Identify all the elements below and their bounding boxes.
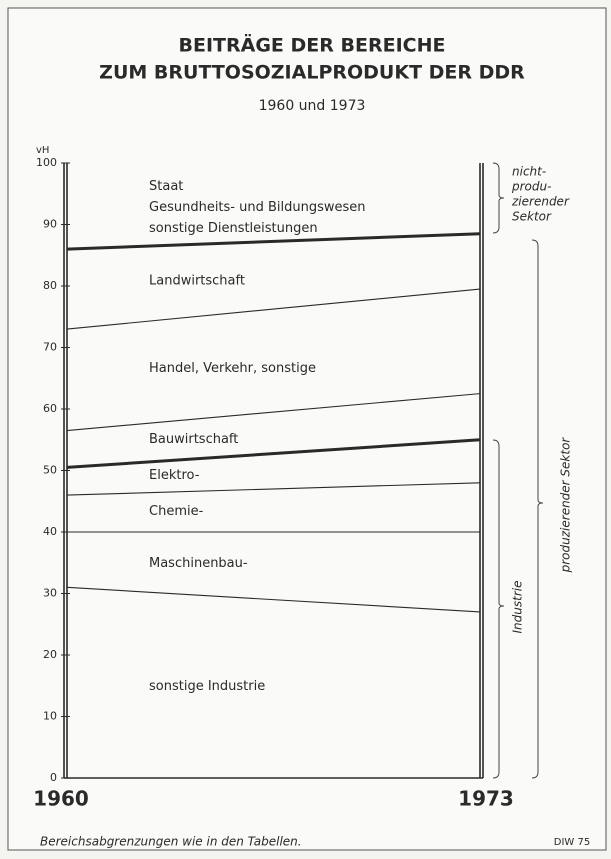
y-tick-label: 70 [43, 341, 57, 354]
segment-label: Staat [149, 179, 183, 194]
segment-label: sonstige Industrie [149, 679, 265, 694]
bracket-label: Industrie [511, 581, 525, 634]
y-tick-label: 90 [43, 218, 57, 231]
segment-line [66, 482, 481, 496]
x-tick-label: 1973 [458, 787, 514, 811]
chart-title: BEITRÄGE DER BEREICHE [179, 33, 446, 57]
segment-label: Bauwirtschaft [149, 432, 238, 447]
source: DIW 75 [554, 837, 590, 848]
segment-line [66, 438, 481, 469]
bracket-label: zierender [511, 195, 570, 209]
chart-title: ZUM BRUTTOSOZIALPRODUKT DER DDR [99, 62, 525, 84]
y-unit: vH [36, 145, 49, 156]
segment-label: sonstige Dienstleistungen [149, 221, 318, 236]
segment-label: Gesundheits- und Bildungswesen [149, 200, 366, 215]
segment-line [66, 586, 481, 613]
bracket-label: nicht- [512, 165, 546, 179]
segment-label: Maschinenbau- [149, 556, 248, 571]
x-tick-label: 1960 [33, 787, 89, 811]
y-tick-label: 100 [36, 156, 57, 169]
footnote: Bereichsabgrenzungen wie in den Tabellen… [40, 835, 302, 849]
segment-line [66, 393, 481, 432]
y-tick-label: 30 [43, 587, 57, 600]
y-tick-label: 0 [50, 771, 57, 784]
y-tick-label: 20 [43, 648, 57, 661]
bracket-label: produ- [511, 180, 551, 194]
bracket-label: Sektor [512, 210, 552, 224]
frame [7, 7, 607, 851]
segment-label: Landwirtschaft [149, 273, 245, 288]
y-tick-label: 60 [43, 402, 57, 415]
y-tick-label: 10 [43, 710, 57, 723]
segment-line [66, 288, 481, 330]
bracket [531, 239, 544, 779]
bracket [492, 162, 505, 234]
segment-label: Elektro- [149, 468, 200, 483]
segment-label: Chemie- [149, 504, 204, 519]
segment-label: Handel, Verkehr, sonstige [149, 361, 316, 376]
bracket [492, 439, 505, 779]
subtitle: 1960 und 1973 [259, 98, 366, 114]
y-tick-label: 40 [43, 525, 57, 538]
y-tick-label: 80 [43, 279, 57, 292]
bracket-label: produzierender Sektor [559, 437, 573, 574]
segment-line [66, 232, 481, 251]
y-tick-label: 50 [43, 464, 57, 477]
